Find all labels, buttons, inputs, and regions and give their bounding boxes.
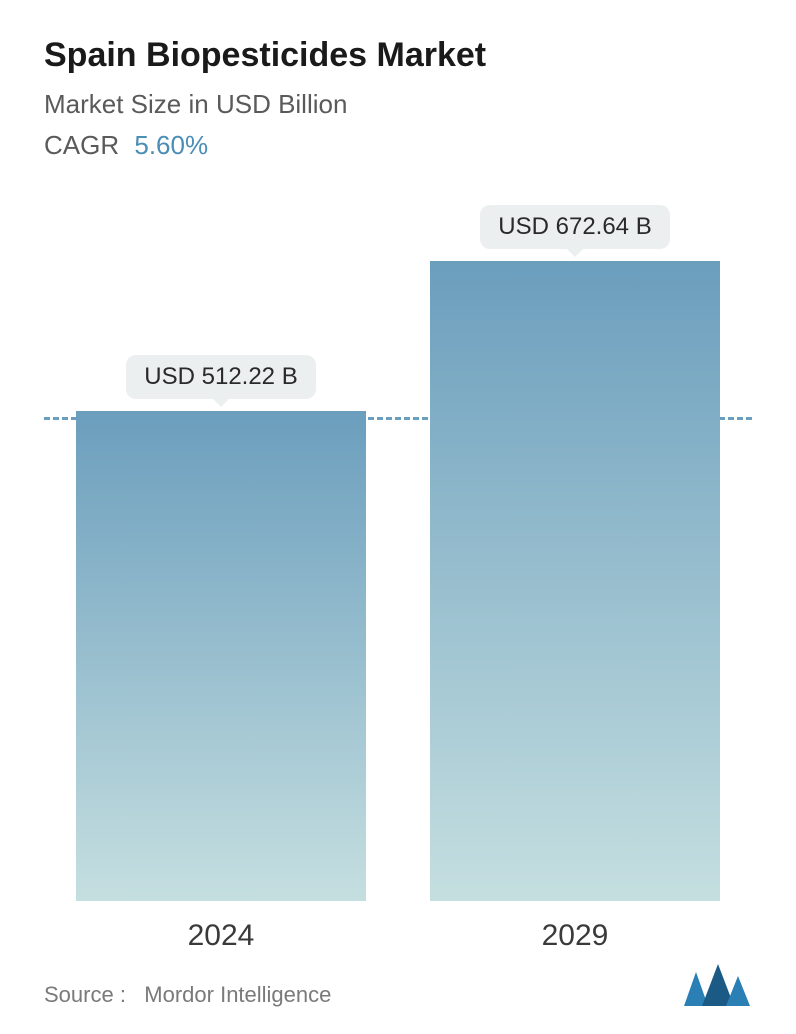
bar-group-2024: USD 512.22 B [76, 355, 366, 901]
chart-container: Spain Biopesticides Market Market Size i… [0, 0, 796, 1034]
x-axis-labels: 2024 2029 [44, 919, 752, 953]
brand-logo-icon [682, 962, 752, 1008]
value-label-2029: USD 672.64 B [480, 205, 669, 249]
x-label-2024: 2024 [76, 919, 366, 953]
source-label: Source : [44, 982, 126, 1007]
source-text: Source : Mordor Intelligence [44, 982, 331, 1008]
source-name: Mordor Intelligence [144, 982, 331, 1007]
cagr-row: CAGR 5.60% [44, 130, 752, 161]
bar-2024 [76, 411, 366, 901]
bar-group-2029: USD 672.64 B [430, 205, 720, 901]
bar-2029 [430, 261, 720, 901]
chart-area: USD 512.22 B USD 672.64 B [44, 221, 752, 901]
chart-title: Spain Biopesticides Market [44, 36, 752, 75]
cagr-label: CAGR [44, 130, 119, 160]
value-label-2024: USD 512.22 B [126, 355, 315, 399]
footer: Source : Mordor Intelligence [44, 962, 752, 1008]
chart-subtitle: Market Size in USD Billion [44, 89, 752, 120]
cagr-value: 5.60% [134, 130, 208, 160]
x-label-2029: 2029 [430, 919, 720, 953]
bars-row: USD 512.22 B USD 672.64 B [44, 221, 752, 901]
